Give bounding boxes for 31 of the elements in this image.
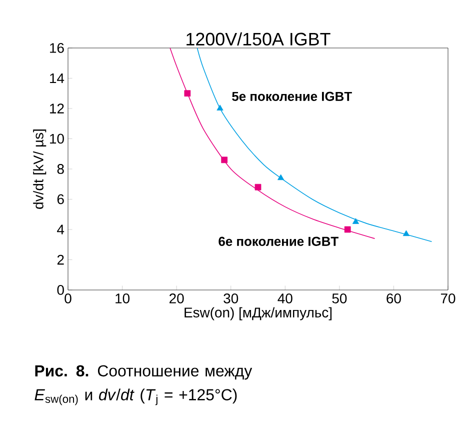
x-tick-label: 70 bbox=[440, 293, 456, 304]
text: Рис. 8. Соотношение между E$_{sw(on)}$ и dv/dt (T$_{j}$ = +125°C) bbox=[34, 365, 252, 406]
x-tick-label: 50 bbox=[332, 293, 347, 304]
y-tick-label: 6 bbox=[57, 194, 64, 204]
x-tick-label: 60 bbox=[386, 293, 401, 304]
point bbox=[344, 226, 351, 233]
point bbox=[352, 218, 360, 224]
x-tick-label: 40 bbox=[278, 293, 292, 304]
y-tick-label: 0 bbox=[57, 285, 64, 295]
y-tick-label: 8 bbox=[57, 164, 64, 174]
y-tick-label: 4 bbox=[57, 224, 64, 234]
x-axis-title: Esw(on) [мДж/импульс] bbox=[184, 307, 332, 320]
x-tick-label: 0 bbox=[64, 293, 72, 304]
series-label: 5е поколение IGBT bbox=[232, 92, 352, 101]
point bbox=[402, 230, 410, 236]
y-tick-label: 14 bbox=[50, 73, 64, 84]
point bbox=[278, 174, 284, 180]
chart-title: 1200V/150A IGBT bbox=[186, 32, 330, 46]
y-tick-label: 16 bbox=[50, 43, 64, 53]
y-tick-label: 2 bbox=[57, 254, 64, 265]
point bbox=[216, 104, 224, 110]
point bbox=[254, 184, 262, 190]
y-tick-label: 10 bbox=[50, 134, 64, 144]
x-tick-label: 10 bbox=[116, 293, 130, 304]
y-axis-title: dv/dt [kV/ µs] bbox=[33, 130, 46, 209]
x-tick-label: 30 bbox=[224, 293, 238, 304]
y-tick-label: 12 bbox=[50, 104, 64, 114]
x-tick-label: 20 bbox=[170, 293, 184, 304]
point bbox=[221, 156, 228, 164]
point bbox=[184, 90, 191, 97]
series-label: 6е поколение IGBT bbox=[218, 236, 338, 246]
